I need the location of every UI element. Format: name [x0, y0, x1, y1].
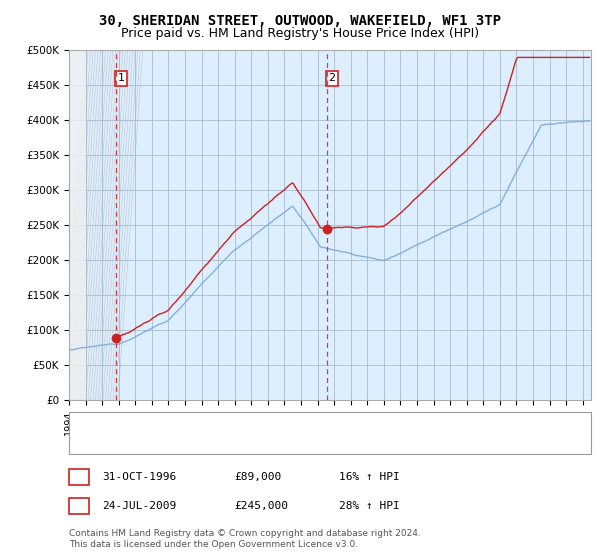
Text: £89,000: £89,000: [234, 472, 281, 482]
Text: 28% ↑ HPI: 28% ↑ HPI: [339, 501, 400, 511]
Text: 1: 1: [118, 73, 125, 83]
Bar: [69, 50, 86, 400]
Text: 30, SHERIDAN STREET, OUTWOOD, WAKEFIELD, WF1 3TP: 30, SHERIDAN STREET, OUTWOOD, WAKEFIELD,…: [99, 14, 501, 28]
Text: Price paid vs. HM Land Registry's House Price Index (HPI): Price paid vs. HM Land Registry's House …: [121, 27, 479, 40]
Text: 24-JUL-2009: 24-JUL-2009: [102, 501, 176, 511]
Text: 16% ↑ HPI: 16% ↑ HPI: [339, 472, 400, 482]
Bar: [69, 50, 86, 400]
Text: £245,000: £245,000: [234, 501, 288, 511]
Text: 1: 1: [76, 472, 82, 482]
Text: ———: ———: [78, 417, 115, 430]
Text: ———: ———: [78, 435, 115, 449]
Text: HPI: Average price, detached house, Wakefield: HPI: Average price, detached house, Wake…: [108, 437, 336, 447]
Text: 2: 2: [328, 73, 335, 83]
Text: Contains HM Land Registry data © Crown copyright and database right 2024.
This d: Contains HM Land Registry data © Crown c…: [69, 529, 421, 549]
Text: 2: 2: [76, 501, 82, 511]
Text: 31-OCT-1996: 31-OCT-1996: [102, 472, 176, 482]
Text: 30, SHERIDAN STREET, OUTWOOD, WAKEFIELD, WF1 3TP (detached house): 30, SHERIDAN STREET, OUTWOOD, WAKEFIELD,…: [108, 418, 477, 428]
